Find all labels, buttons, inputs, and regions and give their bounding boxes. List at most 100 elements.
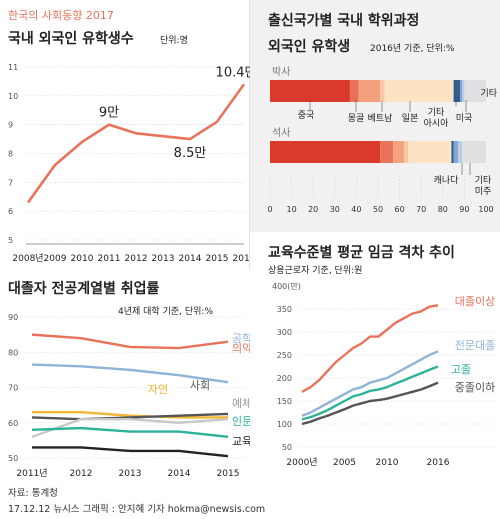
x-tick-label: 2009	[44, 254, 67, 264]
x-tick-label: 80	[438, 205, 448, 214]
bar-segment	[270, 141, 381, 163]
wages-title: 교육수준별 평균 임금 격차 추이	[268, 245, 455, 261]
y-tick-label: 9	[8, 121, 13, 130]
bar-segment	[403, 141, 409, 163]
super-title: 한국의 사회동향 2017	[8, 9, 114, 22]
series-line	[31, 412, 229, 421]
series-line	[31, 363, 229, 384]
y-tick-label: 300	[277, 328, 292, 337]
series-label: 교육	[232, 435, 252, 448]
series-line	[301, 365, 439, 421]
segment-label: 일본	[402, 113, 419, 124]
x-tick-label: 2014	[179, 254, 202, 264]
y-tick-label: 10	[8, 92, 18, 101]
bar-segment	[384, 80, 454, 102]
bar-segment	[464, 80, 486, 102]
series-label: 중졸이하	[455, 380, 495, 394]
x-tick-label: 2016	[427, 458, 450, 468]
series-line	[32, 446, 229, 458]
y-tick-label: 350	[277, 305, 292, 314]
data-label: 10.4만	[216, 65, 257, 80]
series-label: 사회	[190, 379, 210, 392]
y-tick-label: 70	[8, 384, 18, 393]
y-tick-label: 150	[277, 397, 292, 406]
bar-segment	[453, 80, 461, 102]
x-tick-label: 40	[351, 205, 361, 214]
row-label: 석사	[272, 127, 290, 139]
series-label: 고졸	[451, 363, 471, 376]
students-chart: 5 6 7 8 9 10 11 2008년 2009 2010 2011 2012 2013 2014 20…	[8, 63, 256, 264]
series-label: 의약	[232, 341, 252, 355]
bar-segment	[358, 80, 381, 102]
source-text: 자료: 통계청	[8, 488, 58, 499]
y-tick-label: 11	[8, 63, 18, 72]
origin-subtitle: 2016년 기준, 단위:%	[370, 44, 455, 54]
bar-segment	[270, 80, 350, 102]
series-line	[31, 333, 229, 350]
x-tick-label: 0	[267, 205, 272, 214]
segment-label: 아시아	[424, 118, 450, 129]
origin-title-1: 출신국가별 국내 학위과정	[268, 13, 420, 29]
y-tick-label: 200	[277, 374, 292, 383]
segment-label: 기타	[480, 88, 497, 99]
series-label: 자연	[148, 383, 168, 396]
data-label: 8.5만	[174, 146, 207, 161]
x-tick-label: 2000년	[286, 457, 317, 468]
x-tick-label: 90	[459, 205, 469, 214]
wages-panel: 교육수준별 평균 임금 격차 추이 상용근로자 기준, 단위:원 400(만) 5…	[250, 232, 500, 482]
x-tick-label: 2011년	[16, 468, 47, 479]
x-tick-label: 2016	[233, 254, 256, 264]
row-label: 박사	[272, 66, 290, 78]
y-tick-label: 80	[8, 348, 18, 357]
data-label: 9만	[99, 106, 119, 121]
bar-segment	[393, 141, 404, 163]
origin-panel: 출신국가별 국내 학위과정 외국인 유학생 2016년 기준, 단위:% 0 10…	[250, 0, 500, 232]
bar-segment	[462, 80, 465, 102]
series-label: 대졸이상	[455, 295, 495, 308]
x-tick-label: 100	[478, 205, 493, 214]
y-tick-label: 7	[8, 178, 13, 187]
segment-label: 캐나다	[434, 175, 460, 186]
bar-segment	[457, 141, 463, 163]
x-tick-label: 2008년	[12, 253, 43, 264]
wages-chart: 400(만) 50 100 150 200 250 300 350 2000년 2005 2010 2…	[272, 282, 495, 468]
students-unit: 단위:명	[160, 36, 188, 46]
y-tick-label: 250	[277, 351, 292, 360]
x-tick-label: 2012	[70, 469, 93, 479]
segment-label: 기타	[428, 107, 445, 118]
x-tick-label: 2015	[206, 254, 229, 264]
x-tick-label: 70	[416, 205, 426, 214]
employment-title: 대졸자 전공계열별 취업률	[8, 281, 160, 297]
bar-segment	[451, 141, 454, 163]
y-unit-label: 400(만)	[272, 282, 301, 291]
bar-segment	[408, 141, 452, 163]
x-tick-label: 30	[330, 205, 340, 214]
x-tick-label: 10	[287, 205, 297, 214]
x-tick-label: 50	[373, 205, 383, 214]
bar-segment	[460, 80, 463, 102]
origin-title-2: 외국인 유학생	[268, 39, 351, 55]
x-tick-label: 2011	[98, 254, 121, 264]
x-tick-label: 20	[308, 205, 318, 214]
employment-subtitle: 4년제 대학 기준, 단위:%	[118, 307, 213, 317]
series-line	[301, 350, 439, 417]
y-tick-label: 60	[8, 419, 18, 428]
x-tick-label: 2012	[125, 254, 148, 264]
segment-label: 중국	[298, 110, 315, 121]
x-tick-label: 2010	[71, 254, 94, 264]
students-title: 국내 외국인 유학생수	[8, 31, 134, 47]
bar-segment	[380, 141, 394, 163]
series-label: 공학	[232, 332, 252, 345]
x-tick-label: 2013	[119, 469, 142, 479]
y-tick-label: 50	[282, 443, 292, 452]
x-tick-label: 2013	[152, 254, 175, 264]
series-line	[31, 418, 229, 438]
y-tick-label: 90	[8, 313, 18, 322]
segment-label: 미국	[456, 113, 473, 124]
series-line	[301, 381, 439, 426]
series-label: 전문대졸	[455, 339, 495, 352]
bar-segment	[462, 141, 486, 163]
x-tick-label: 2014	[168, 469, 191, 479]
x-tick-label: 2015	[217, 469, 240, 479]
